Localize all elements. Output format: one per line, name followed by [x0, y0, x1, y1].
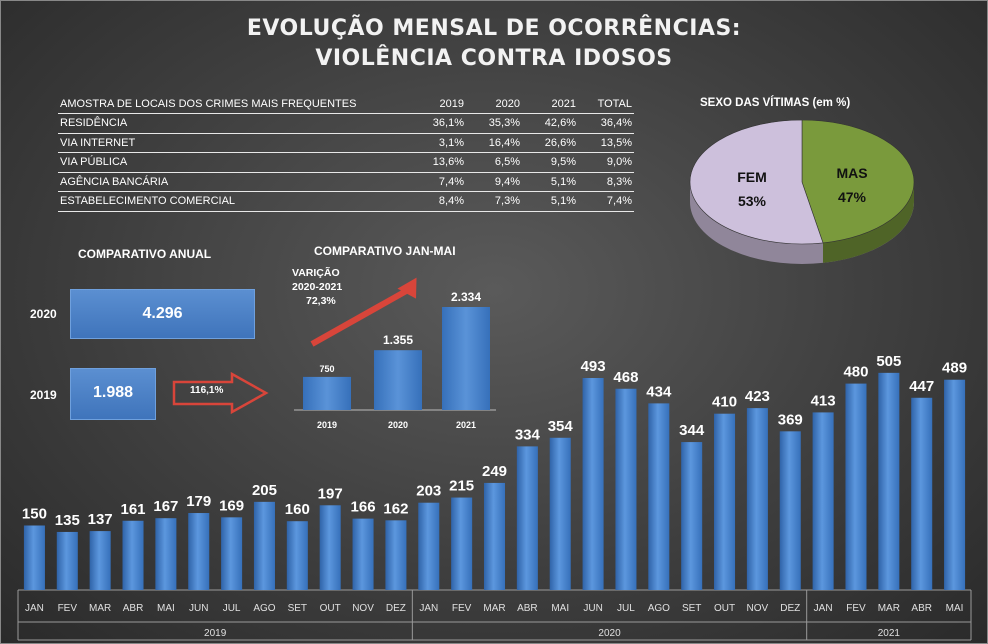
janmai-bar-2020	[374, 350, 422, 410]
table-header: TOTAL	[578, 94, 634, 114]
janmai-tick-label: 2020	[388, 420, 408, 430]
table-cell-value: 8,3%	[578, 172, 634, 192]
janmai-tick-label: 2019	[317, 420, 337, 430]
janmai-chart: 750 2019 1.355 2020 2.334 2021	[294, 277, 496, 430]
table-cell-value: 5,1%	[522, 172, 578, 192]
table-cell-value: 9,5%	[522, 152, 578, 173]
table-cell-value: 9,0%	[578, 152, 634, 173]
variation-line-2: 2020-2021	[292, 281, 343, 293]
table-cell-location: AGÊNCIA BANCÁRIA	[58, 172, 410, 192]
table-cell-value: 6,5%	[466, 152, 522, 173]
chart-title: EVOLUÇÃO MENSAL DE OCORRÊNCIAS: VIOLÊNCI…	[0, 14, 988, 74]
table-cell-value: 7,4%	[578, 191, 634, 212]
table-cell-location: RESIDÊNCIA	[58, 113, 410, 134]
table-header: 2021	[522, 94, 578, 114]
variation-line-1: VARIÇÃO	[292, 267, 340, 279]
table-header: 2019	[410, 94, 466, 114]
janmai-value-label: 750	[319, 364, 334, 374]
table-cell-value: 36,1%	[410, 113, 466, 134]
table-cell-value: 13,6%	[410, 152, 466, 173]
table-body: RESIDÊNCIA 36,1% 35,3% 42,6% 36,4% VIA INTERN…	[58, 113, 634, 212]
pie-side-mas	[822, 182, 914, 263]
table-row: ESTABELECIMENTO COMERCIAL 8,4% 7,3% 5,1% 7,4…	[58, 191, 634, 212]
table-cell-value: 35,3%	[466, 113, 522, 134]
variation-annotation: VARIÇÃO 2020-2021 72,3%	[292, 266, 342, 308]
annual-year-2019: 2019	[30, 388, 57, 402]
title-line-2: VIOLÊNCIA CONTRA IDOSOS	[315, 46, 673, 71]
janmai-bar-2021	[442, 307, 490, 410]
pie-label-fem-value: 53%	[738, 193, 767, 209]
table-row: RESIDÊNCIA 36,1% 35,3% 42,6% 36,4%	[58, 113, 634, 134]
table-header: AMOSTRA DE LOCAIS DOS CRIMES MAIS FREQUE…	[58, 94, 410, 114]
table-cell-location: VIA INTERNET	[58, 133, 410, 153]
pie-label-mas-value: 47%	[838, 189, 867, 205]
janmai-tick-label: 2021	[456, 420, 476, 430]
janmai-title: COMPARATIVO JAN-MAI	[314, 244, 456, 258]
annual-bar-2019: 1.988	[70, 368, 156, 420]
table-cell-value: 3,1%	[410, 133, 466, 153]
janmai-bar-2019	[303, 376, 351, 410]
annual-bar-2020: 4.296	[70, 289, 255, 339]
variation-arrow-line	[310, 287, 410, 347]
table-cell-value: 16,4%	[466, 133, 522, 153]
table-cell-value: 26,6%	[522, 133, 578, 153]
table-cell-value: 7,3%	[466, 191, 522, 212]
table-header: 2020	[466, 94, 522, 114]
table-cell-value: 36,4%	[578, 113, 634, 134]
growth-label: 116,1%	[190, 385, 224, 396]
table-cell-value: 9,4%	[466, 172, 522, 192]
table-row: VIA PÚBLICA 13,6% 6,5% 9,5% 9,0%	[58, 152, 634, 173]
janmai-value-label: 2.334	[451, 290, 481, 304]
table-cell-value: 8,4%	[410, 191, 466, 212]
pie-slice-mas	[801, 120, 915, 244]
table-cell-location: ESTABELECIMENTO COMERCIAL	[58, 191, 410, 212]
locations-table: AMOSTRA DE LOCAIS DOS CRIMES MAIS FREQUE…	[58, 94, 634, 212]
growth-arrow-shape	[172, 372, 269, 415]
variation-arrow-head	[397, 277, 417, 299]
table-header-row: AMOSTRA DE LOCAIS DOS CRIMES MAIS FREQUE…	[58, 94, 634, 114]
variation-line-3: 72,3%	[306, 295, 336, 307]
gender-pie-chart: FEM 53% MAS 47%	[689, 120, 915, 264]
table-cell-value: 13,5%	[578, 133, 634, 153]
pie-slice-fem	[689, 120, 824, 245]
table-cell-value: 7,4%	[410, 172, 466, 192]
title-line-1: EVOLUÇÃO MENSAL DE OCORRÊNCIAS:	[246, 16, 742, 41]
table-row: AGÊNCIA BANCÁRIA 7,4% 9,4% 5,1% 8,3%	[58, 172, 634, 192]
pie-title: SEXO DAS VÍTIMAS (em %)	[700, 97, 851, 109]
growth-arrow	[172, 372, 269, 415]
table-cell-value: 5,1%	[522, 191, 578, 212]
janmai-value-label: 1.355	[383, 333, 413, 347]
table-row: VIA INTERNET 3,1% 16,4% 26,6% 13,5%	[58, 133, 634, 153]
table-cell-location: VIA PÚBLICA	[58, 152, 410, 173]
pie-label-mas-name: MAS	[836, 165, 867, 181]
annual-title: COMPARATIVO ANUAL	[78, 247, 212, 261]
pie-label-fem-name: FEM	[737, 169, 767, 185]
annual-year-2020: 2020	[30, 307, 57, 321]
table-cell-value: 42,6%	[522, 113, 578, 134]
